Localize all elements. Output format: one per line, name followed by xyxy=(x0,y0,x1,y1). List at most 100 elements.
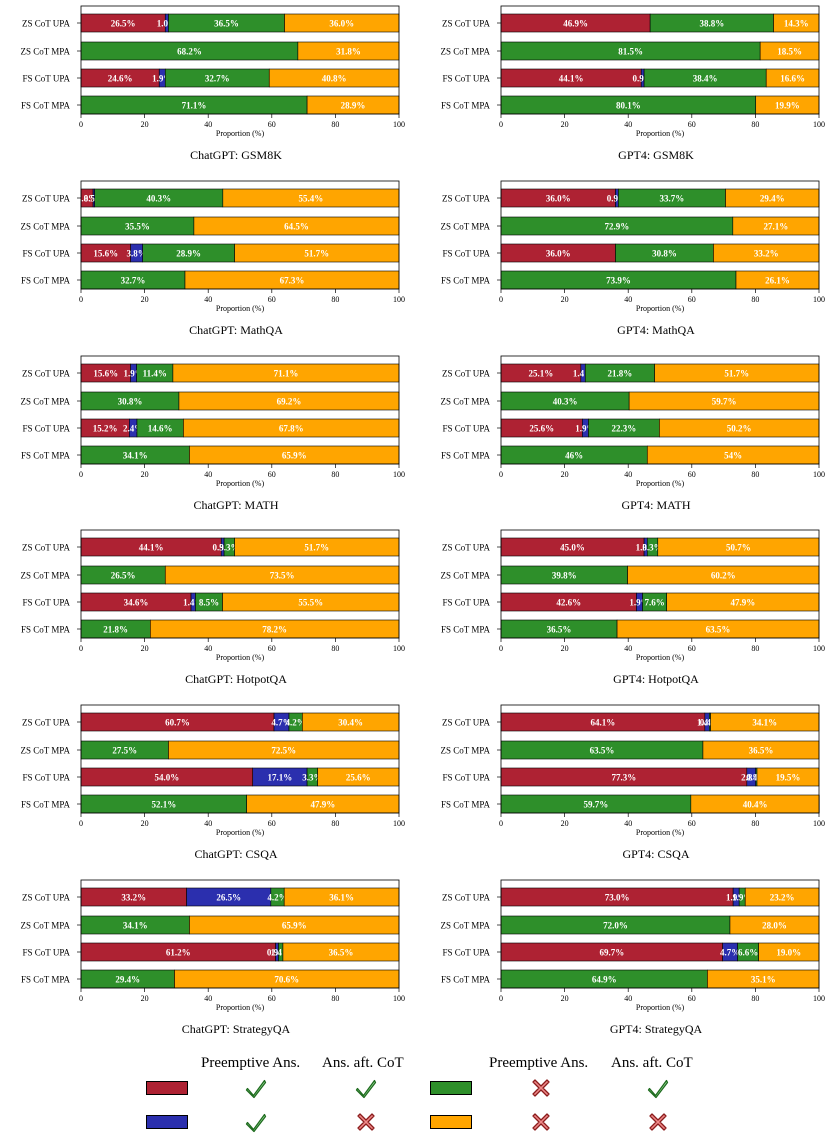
y-tick-label: ZS CoT MPA xyxy=(440,47,490,57)
chart-panel: 26.5% 1.0% 36.5% 36.0% ZS CoT UPA 68.2% 31.8% Z… xyxy=(20,5,405,162)
data-label: 24.6% xyxy=(108,74,133,84)
data-label: 1.4% xyxy=(271,948,291,958)
data-label: 11.4% xyxy=(143,369,167,379)
x-tick-label: 0 xyxy=(499,295,503,304)
data-label: 68.2% xyxy=(177,47,202,57)
data-label: 47.9% xyxy=(730,598,755,608)
y-tick-label: FS CoT UPA xyxy=(442,424,490,434)
chart-title: ChatGPT: MathQA xyxy=(189,323,283,337)
x-tick-label: 100 xyxy=(813,120,825,129)
x-tick-label: 80 xyxy=(331,295,339,304)
chart-title: ChatGPT: HotpotQA xyxy=(185,672,287,686)
x-tick-label: 0 xyxy=(499,644,503,653)
y-tick-label: FS CoT UPA xyxy=(22,424,70,434)
data-label: 46% xyxy=(565,451,583,461)
y-tick-label: ZS CoT UPA xyxy=(442,369,491,379)
plot-frame xyxy=(80,704,400,814)
data-label: 69.2% xyxy=(277,397,302,407)
data-label: 40.3% xyxy=(553,397,578,407)
data-label: 51.7% xyxy=(724,369,749,379)
x-tick-label: 40 xyxy=(624,994,632,1003)
x-tick-label: 100 xyxy=(393,644,405,653)
data-label: 25.6% xyxy=(346,773,371,783)
data-label: 1.0% xyxy=(636,543,656,553)
plot-frame xyxy=(80,180,400,290)
plot-frame xyxy=(80,879,400,989)
chart-panel: 25.1% 1.4% 21.8% 51.7% ZS CoT UPA 40.3% 59.7% Z… xyxy=(440,355,825,512)
data-label: 26.5% xyxy=(216,893,241,903)
x-tick-label: 60 xyxy=(268,470,276,479)
y-tick-label: ZS CoT MPA xyxy=(20,921,70,931)
x-tick-label: 100 xyxy=(813,819,825,828)
data-label: 26.5% xyxy=(111,571,136,581)
y-tick-label: FS CoT UPA xyxy=(442,773,490,783)
y-tick-label: ZS CoT MPA xyxy=(440,746,490,756)
chart-title: GPT4: StrategyQA xyxy=(610,1022,703,1036)
data-label: 38.4% xyxy=(693,74,718,84)
data-label: 15.6% xyxy=(93,369,118,379)
y-tick-label: ZS CoT MPA xyxy=(20,746,70,756)
data-label: 33.2% xyxy=(121,893,146,903)
data-label: 15.6% xyxy=(93,249,118,259)
data-label: 29.4% xyxy=(115,975,140,985)
plot-frame xyxy=(500,5,820,115)
x-axis-label: Proportion (%) xyxy=(216,304,265,313)
data-label: 39.8% xyxy=(552,571,577,581)
x-tick-label: 80 xyxy=(751,470,759,479)
data-label: 36.1% xyxy=(329,893,354,903)
data-label: 71.1% xyxy=(182,101,207,111)
y-tick-label: FS CoT UPA xyxy=(22,598,70,608)
x-tick-label: 80 xyxy=(751,120,759,129)
y-tick-label: FS CoT UPA xyxy=(442,249,490,259)
x-tick-label: 0 xyxy=(79,994,83,1003)
y-tick-label: ZS CoT UPA xyxy=(442,543,491,553)
chart-title: ChatGPT: CSQA xyxy=(194,847,277,861)
chart-title: GPT4: GSM8K xyxy=(618,148,694,162)
y-tick-label: ZS CoT UPA xyxy=(22,194,71,204)
data-label: 1.9% xyxy=(124,369,144,379)
data-label: 0.9% xyxy=(633,74,653,84)
x-tick-label: 40 xyxy=(204,295,212,304)
x-tick-label: 20 xyxy=(141,819,149,828)
data-label: 33.2% xyxy=(754,249,779,259)
data-label: 0.9% xyxy=(607,194,627,204)
data-label: 3.3% xyxy=(302,773,322,783)
data-label: 8.5% xyxy=(199,598,219,608)
y-tick-label: ZS CoT UPA xyxy=(442,19,491,29)
data-label: 73.9% xyxy=(606,276,631,286)
data-label: 52.1% xyxy=(151,800,176,810)
data-label: 40.4% xyxy=(743,800,768,810)
data-label: 27.1% xyxy=(764,222,789,232)
x-tick-label: 40 xyxy=(204,819,212,828)
x-tick-label: 60 xyxy=(268,994,276,1003)
y-tick-label: ZS CoT UPA xyxy=(22,893,71,903)
data-label: 36.0% xyxy=(329,19,354,29)
x-axis-label: Proportion (%) xyxy=(216,653,265,662)
data-label: 34.1% xyxy=(123,921,148,931)
data-label: 7.6% xyxy=(644,598,664,608)
plot-frame xyxy=(80,5,400,115)
data-label: 0.9% xyxy=(213,543,233,553)
data-label: 54% xyxy=(724,451,742,461)
data-label: 72.5% xyxy=(271,746,296,756)
data-label: 36.5% xyxy=(214,19,239,29)
data-label: 44.1% xyxy=(559,74,584,84)
x-tick-label: 40 xyxy=(204,994,212,1003)
x-tick-label: 20 xyxy=(141,120,149,129)
chart-title: GPT4: MathQA xyxy=(617,323,695,337)
x-tick-label: 60 xyxy=(268,644,276,653)
x-tick-label: 60 xyxy=(688,644,696,653)
chart-panel: 46.9% 38.8% 14.3% ZS CoT UPA 81.5% 18.5% ZS Co… xyxy=(440,5,825,162)
data-label: 36.5% xyxy=(749,746,774,756)
x-tick-label: 0 xyxy=(79,644,83,653)
x-tick-label: 100 xyxy=(393,120,405,129)
data-label: 45.0% xyxy=(560,543,585,553)
data-label: 21.8% xyxy=(103,625,128,635)
data-label: 67.8% xyxy=(279,424,304,434)
data-label: 44.1% xyxy=(139,543,164,553)
x-tick-label: 20 xyxy=(561,644,569,653)
y-tick-label: FS CoT UPA xyxy=(22,249,70,259)
chart-panel: 60.7% 4.7%4.2% 30.4% ZS CoT UPA 27.5% 72.5% ZS… xyxy=(20,704,405,861)
data-label: 28.9% xyxy=(341,101,366,111)
x-tick-label: 100 xyxy=(813,295,825,304)
